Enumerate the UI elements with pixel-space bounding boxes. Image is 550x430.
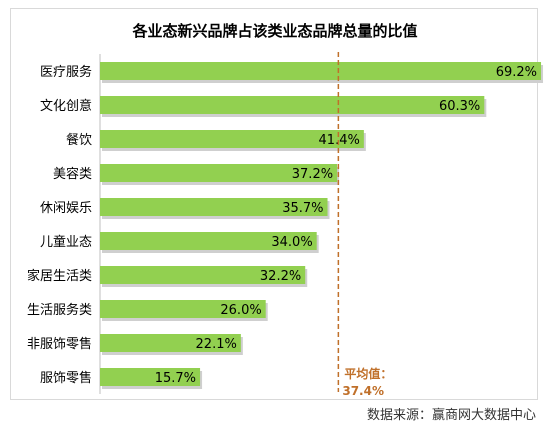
bar [100, 266, 306, 284]
average-value: 37.4% [342, 384, 384, 398]
value-label: 37.2% [292, 167, 333, 182]
bar [100, 232, 317, 250]
category-label: 餐饮 [66, 132, 92, 148]
category-label: 文化创意 [40, 98, 92, 114]
category-label: 服饰零售 [40, 370, 92, 386]
value-label: 60.3% [439, 99, 480, 114]
category-label: 非服饰零售 [27, 336, 92, 352]
bar [100, 300, 266, 318]
category-label: 家居生活类 [27, 268, 92, 284]
source-note: 数据来源：赢商网大数据中心 [366, 408, 536, 423]
bar [100, 368, 201, 386]
value-label: 35.7% [282, 201, 323, 216]
bar [100, 130, 364, 148]
category-label: 生活服务类 [27, 302, 92, 318]
bar [100, 334, 241, 352]
category-label: 医疗服务 [40, 64, 92, 80]
average-label: 平均值： [344, 366, 392, 381]
category-label: 美容类 [53, 166, 92, 182]
value-label: 15.7% [155, 371, 196, 386]
value-label: 34.0% [271, 235, 312, 250]
bar [100, 164, 338, 182]
chart-title: 各业态新兴品牌占该类业态品牌总量的比值 [131, 22, 417, 40]
bar [100, 62, 542, 80]
value-label: 22.1% [196, 337, 237, 352]
value-label: 69.2% [496, 65, 537, 80]
bar [100, 96, 485, 114]
value-label: 26.0% [220, 303, 261, 318]
category-label: 休闲娱乐 [40, 201, 92, 216]
bar [100, 198, 328, 216]
category-label: 儿童业态 [40, 234, 92, 250]
bar-chart: 各业态新兴品牌占该类业态品牌总量的比值 医疗服务 69.2% 文化创意 60.3% 餐饮… [27, 22, 544, 398]
value-label: 32.2% [260, 269, 301, 284]
value-label: 41.4% [319, 133, 360, 148]
